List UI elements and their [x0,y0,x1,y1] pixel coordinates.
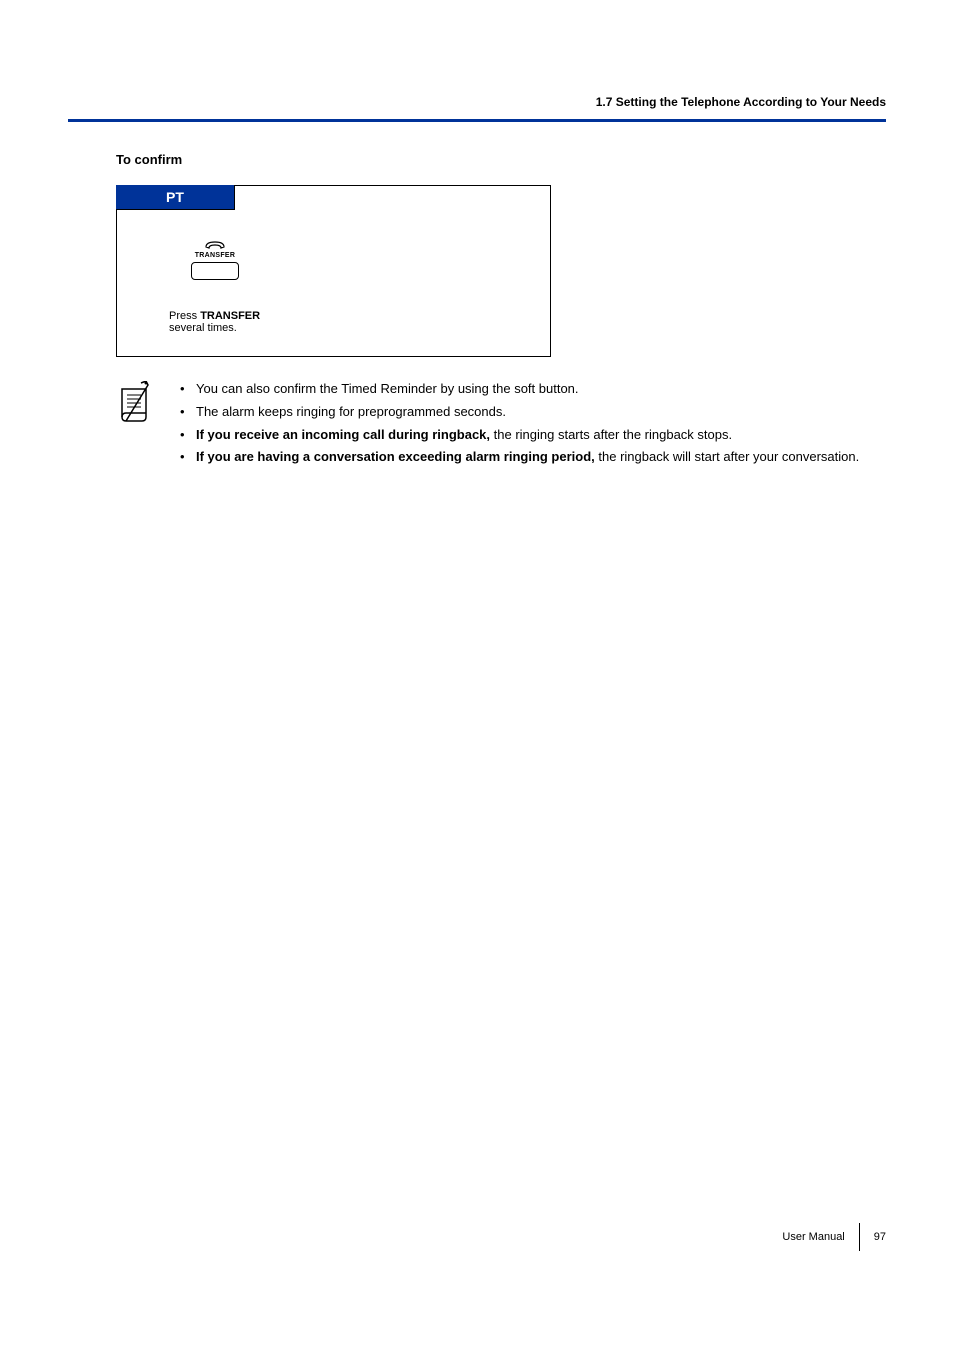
instruction-suffix: several times. [169,322,237,334]
footer-label: User Manual [782,1231,858,1243]
footer-page-number: 97 [874,1231,886,1243]
handset-icon [204,240,226,250]
note-item: The alarm keeps ringing for preprogramme… [172,402,859,423]
instruction-prefix: Press [169,310,200,322]
notes-section: You can also confirm the Timed Reminder … [116,379,886,470]
notes-list: You can also confirm the Timed Reminder … [172,379,859,470]
note-segment: the ringback will start after your conve… [595,449,859,464]
instruction-box: PT TRANSFER Press TRANSFER several times… [116,185,551,357]
footer: User Manual 97 [782,1223,886,1251]
note-item: If you are having a conversation exceedi… [172,447,859,468]
transfer-button-diagram: TRANSFER Press TRANSFER several times. [169,240,261,334]
section-subtitle: To confirm [116,152,886,167]
note-item: If you receive an incoming call during r… [172,425,859,446]
note-segment: If you receive an incoming call during r… [196,427,490,442]
transfer-button-label: TRANSFER [169,252,261,259]
instruction-bold: TRANSFER [200,310,260,322]
button-shape-icon [191,262,239,280]
note-segment: the ringing starts after the ringback st… [490,427,732,442]
note-segment: If you are having a conversation exceedi… [196,449,595,464]
footer-divider [859,1223,860,1251]
instruction-text: Press TRANSFER several times. [169,310,261,334]
note-segment: The alarm keeps ringing for preprogramme… [196,404,506,419]
header-divider [68,119,886,122]
note-segment: You can also confirm the Timed Reminder … [196,381,579,396]
header-section-title: 1.7 Setting the Telephone According to Y… [68,95,886,109]
notepad-icon [116,381,154,425]
pt-tab: PT [116,185,235,210]
instruction-content: TRANSFER Press TRANSFER several times. [117,210,550,356]
note-item: You can also confirm the Timed Reminder … [172,379,859,400]
